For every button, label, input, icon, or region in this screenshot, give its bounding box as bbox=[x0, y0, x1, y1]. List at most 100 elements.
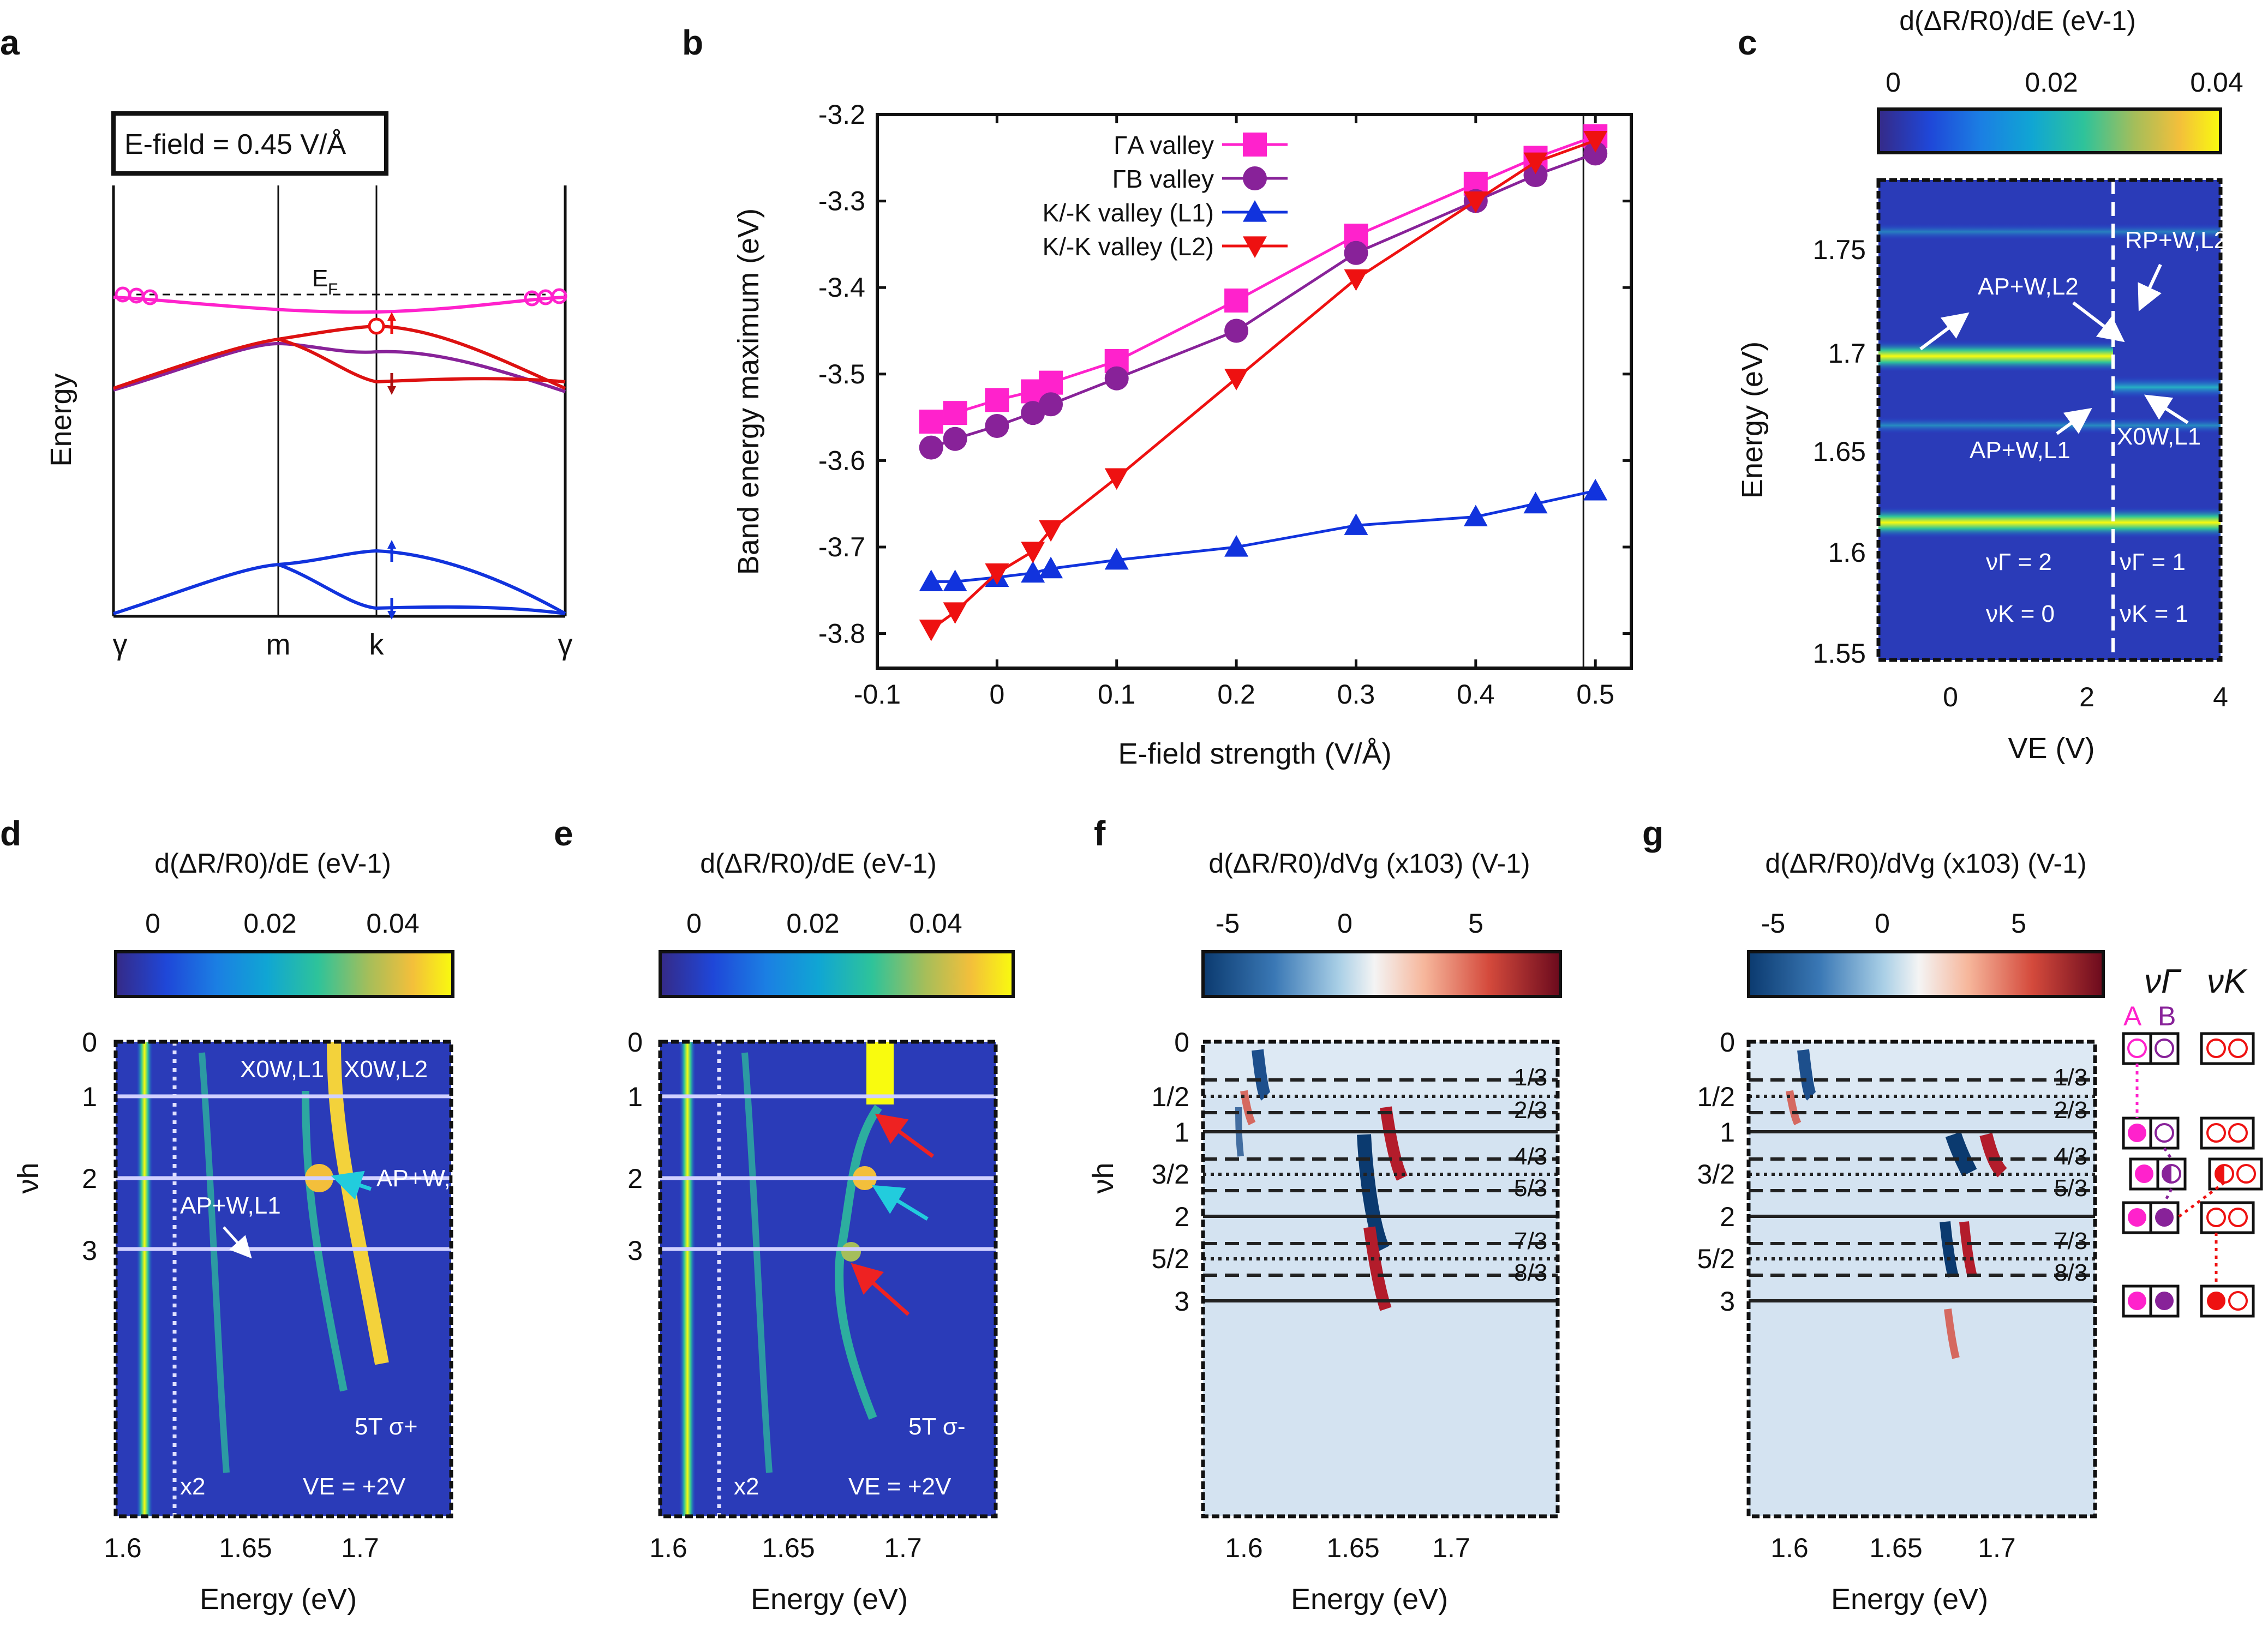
chart-b-ytick-label-4: -3.6 bbox=[818, 445, 865, 476]
panel-c-x0-ridge bbox=[2113, 376, 2221, 398]
chart-b-point-2-9 bbox=[1523, 491, 1548, 514]
chart-b-point-2-6 bbox=[1224, 535, 1249, 557]
panel-c-nuk-left: νK = 0 bbox=[1986, 601, 2055, 627]
occ-1-k-box bbox=[2200, 1116, 2255, 1150]
occ-0-k1 bbox=[2206, 1038, 2226, 1058]
chart-b-point-3-7 bbox=[1344, 269, 1368, 291]
panel-e-arrow-cyan bbox=[872, 1185, 929, 1221]
panel-a-kpoint-k: k bbox=[369, 628, 385, 661]
legend-b: B bbox=[2158, 1001, 2176, 1031]
chart-b-point-1-1 bbox=[943, 427, 967, 451]
chart-b-ytick-label-2: -3.4 bbox=[818, 272, 865, 303]
panel-g-cbar-tick-2: 5 bbox=[2011, 908, 2026, 939]
panel-g-label: g bbox=[1642, 814, 1663, 853]
legend-a: A bbox=[2123, 1001, 2142, 1031]
panel-c-arrow-ap2a bbox=[1919, 312, 1970, 351]
panel-e-cbar-label: d(ΔR/R0)/dE (eV-1) bbox=[700, 848, 937, 879]
panel-g-ytick-2: 1 bbox=[1720, 1117, 1735, 1148]
chart-b-point-3-3 bbox=[1021, 542, 1045, 563]
panel-c-nug-right: νΓ = 1 bbox=[2120, 549, 2186, 575]
chart-b-xtick-label-5: 0.4 bbox=[1457, 679, 1495, 710]
panel-d-ytick-2: 2 bbox=[82, 1163, 97, 1194]
panel-a: a Energy E-field = 0.45 V/Å E F γ m k bbox=[0, 23, 573, 661]
panel-g-heatmap-lower bbox=[1749, 1096, 2095, 1516]
panel-f-cbar-label: d(ΔR/R0)/dVg (x103) (V-1) bbox=[1208, 848, 1530, 879]
panel-a-kpoint-gamma-left: γ bbox=[113, 628, 128, 661]
legend-nu-k: νK bbox=[2207, 963, 2248, 1000]
panel-e-cbar-tick-2: 0.04 bbox=[909, 908, 962, 939]
panel-e-ridge-l1 bbox=[741, 1052, 773, 1473]
panel-e-cbar-tick-0: 0 bbox=[686, 908, 702, 939]
occ-2-k-box bbox=[2200, 1201, 2255, 1234]
chart-b-point-3-6 bbox=[1224, 369, 1249, 391]
occ-15-b bbox=[2162, 1164, 2181, 1184]
occ-2-a bbox=[2128, 1208, 2146, 1227]
chart-b-point-1-9 bbox=[1523, 163, 1548, 188]
panel-g-occupation-legend: νΓ νK A B bbox=[2122, 963, 2263, 1318]
chart-b-xtick-label-6: 0.5 bbox=[1576, 679, 1614, 710]
panel-g-ytick-1: 1/2 bbox=[1697, 1082, 1735, 1112]
panel-f-blob-4 bbox=[1380, 1106, 1408, 1181]
panel-c-xlabel: VE (V) bbox=[2008, 732, 2095, 765]
chart-b-legend-label-3: K/-K valley (L2) bbox=[1043, 232, 1214, 261]
panel-g-ytick-6: 3 bbox=[1720, 1286, 1735, 1317]
panel-e-cbar-tick-1: 0.02 bbox=[786, 908, 839, 939]
panel-d-cbar-tick-2: 0.04 bbox=[366, 908, 419, 939]
panel-e-colorbar bbox=[659, 950, 1015, 998]
panel-c-cbar-label: d(ΔR/R0)/dE (eV-1) bbox=[1899, 5, 2136, 36]
panel-c-ann-rp: RP+W,L2 bbox=[2125, 227, 2227, 254]
panel-a-band-blue-top bbox=[113, 549, 566, 615]
panel-e-ann-field: 5T σ- bbox=[908, 1413, 966, 1440]
panel-f-ytick-4: 2 bbox=[1174, 1202, 1189, 1232]
panel-g-colorbar bbox=[1747, 950, 2105, 998]
panel-a-band-red-top bbox=[113, 324, 566, 390]
panel-d-frame bbox=[113, 1040, 453, 1518]
occ-3-a bbox=[2128, 1292, 2146, 1310]
panel-c-ytick-3: 1.6 bbox=[1828, 537, 1866, 568]
panel-f-cbar-tick-0: -5 bbox=[1216, 908, 1240, 939]
panel-d-ann-x1: X0W,L1 bbox=[240, 1056, 324, 1083]
panel-f-ylabel: νh bbox=[1087, 1162, 1120, 1193]
chart-b-ytick-label-6: -3.8 bbox=[818, 619, 865, 649]
panel-a-ylabel: Energy bbox=[45, 373, 77, 466]
chart-b-point-2-7 bbox=[1344, 513, 1368, 535]
chart-b-legend-label-0: ΓA valley bbox=[1114, 131, 1214, 159]
occ-connector-b1 bbox=[2163, 1188, 2173, 1204]
panel-c-nuk-right: νK = 1 bbox=[2120, 601, 2188, 627]
panel-c-ap1-ridge bbox=[1878, 417, 2221, 434]
panel-c-low-ridge bbox=[1878, 507, 2221, 538]
panel-d-arrow-ap1 bbox=[223, 1226, 252, 1259]
panel-e-frame bbox=[658, 1040, 998, 1518]
panel-f-xtick-1: 1.65 bbox=[1326, 1533, 1379, 1563]
panel-c-ann-ap1: AP+W,L1 bbox=[1970, 437, 2070, 464]
chart-b-ylabel: Band energy maximum (eV) bbox=[732, 208, 765, 575]
occ-3-b bbox=[2155, 1292, 2174, 1310]
panel-e-ann-mult: x2 bbox=[734, 1473, 759, 1500]
panel-a-kpoint-gamma-right: γ bbox=[558, 628, 573, 661]
panel-a-holes bbox=[115, 286, 567, 307]
occ-2-b bbox=[2155, 1208, 2174, 1227]
chart-b-point-1-3 bbox=[1021, 401, 1045, 425]
occ-0-a bbox=[2127, 1038, 2147, 1058]
chart-b: -0.1 0 0.1 0.2 0.3 0.4 0.5 -3.2 -3.3 -3.4 -3.5 -3.6… bbox=[818, 99, 1631, 710]
chart-b-point-0-4 bbox=[1039, 370, 1063, 395]
chart-b-point-1-4 bbox=[1039, 392, 1063, 417]
panel-f-frac-4: 7/3 bbox=[1514, 1228, 1547, 1254]
panel-g-blob-5 bbox=[1940, 1221, 1959, 1278]
panel-a-band-blue-lower bbox=[277, 563, 566, 615]
panel-f-xlabel: Energy (eV) bbox=[1291, 1583, 1448, 1616]
chart-b-point-1-0 bbox=[919, 435, 943, 460]
panel-e: e d(ΔR/R0)/dE (eV-1) 0 0.02 0.04 5T σ- V… bbox=[554, 814, 1015, 1616]
panel-a-fermi-label: E bbox=[312, 265, 328, 292]
chart-b-legend-label-1: ΓB valley bbox=[1112, 165, 1214, 193]
panel-f-cbar-tick-2: 5 bbox=[1468, 908, 1483, 939]
panel-d-main-ridge bbox=[136, 1042, 153, 1516]
panel-f-frac-3: 5/3 bbox=[1514, 1175, 1547, 1202]
panel-f-ytick-3: 3/2 bbox=[1151, 1159, 1189, 1190]
panel-g-frac-4: 7/3 bbox=[2054, 1228, 2087, 1254]
panel-a-field-text: E-field = 0.45 V/Å bbox=[124, 129, 346, 160]
chart-b-point-3-10 bbox=[1583, 130, 1608, 153]
panel-g-xtick-1: 1.65 bbox=[1869, 1533, 1922, 1563]
panel-d-xlabel: Energy (eV) bbox=[200, 1583, 357, 1616]
panel-f-ytick-0: 0 bbox=[1174, 1027, 1189, 1058]
